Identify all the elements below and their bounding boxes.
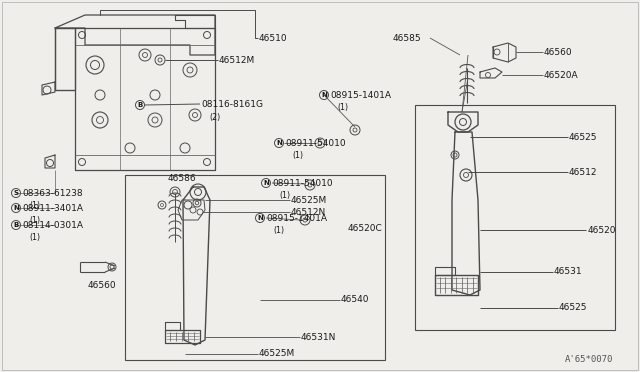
Text: 46525: 46525: [559, 304, 588, 312]
Text: 08116-8161G: 08116-8161G: [201, 99, 263, 109]
Text: 08915-1401A: 08915-1401A: [330, 90, 391, 99]
Text: (2): (2): [209, 112, 220, 122]
Text: 46520A: 46520A: [544, 71, 579, 80]
Text: (1): (1): [273, 225, 284, 234]
Bar: [415, 105, 615, 330]
Text: 46512N: 46512N: [291, 208, 326, 217]
Text: B: B: [13, 222, 19, 228]
Text: 08911-54010: 08911-54010: [272, 179, 333, 187]
Text: (1): (1): [292, 151, 303, 160]
Text: 46586: 46586: [168, 173, 196, 183]
Text: 46510: 46510: [259, 33, 287, 42]
Text: A'65*0070: A'65*0070: [565, 356, 613, 365]
Text: (1): (1): [29, 232, 40, 241]
Text: N: N: [257, 215, 263, 221]
Bar: [125, 175, 385, 360]
Text: 08114-0301A: 08114-0301A: [22, 221, 83, 230]
Text: 08915-1401A: 08915-1401A: [266, 214, 327, 222]
Text: 46531: 46531: [554, 267, 582, 276]
Text: 46520: 46520: [588, 225, 616, 234]
Text: N: N: [13, 205, 19, 211]
Text: 46520C: 46520C: [348, 224, 383, 232]
Text: 46525M: 46525M: [259, 350, 295, 359]
Text: 08911-54010: 08911-54010: [285, 138, 346, 148]
Text: 08363-61238: 08363-61238: [22, 189, 83, 198]
Text: 46525M: 46525M: [291, 196, 327, 205]
Text: N: N: [321, 92, 327, 98]
Text: N: N: [276, 140, 282, 146]
Text: B: B: [138, 102, 143, 108]
Text: 08911-3401A: 08911-3401A: [22, 203, 83, 212]
Text: 46512: 46512: [569, 167, 598, 176]
Text: 46540: 46540: [341, 295, 369, 305]
Text: 46560: 46560: [88, 280, 116, 289]
Text: (1): (1): [29, 201, 40, 209]
Text: 46525: 46525: [569, 132, 598, 141]
Text: N: N: [263, 180, 269, 186]
Text: S: S: [13, 190, 19, 196]
Text: 46585: 46585: [393, 33, 422, 42]
Text: 46512M: 46512M: [219, 55, 255, 64]
Text: 46560: 46560: [544, 48, 573, 57]
Text: (1): (1): [279, 190, 290, 199]
Text: (1): (1): [337, 103, 348, 112]
Text: 46531N: 46531N: [301, 333, 337, 341]
Text: (1): (1): [29, 215, 40, 224]
